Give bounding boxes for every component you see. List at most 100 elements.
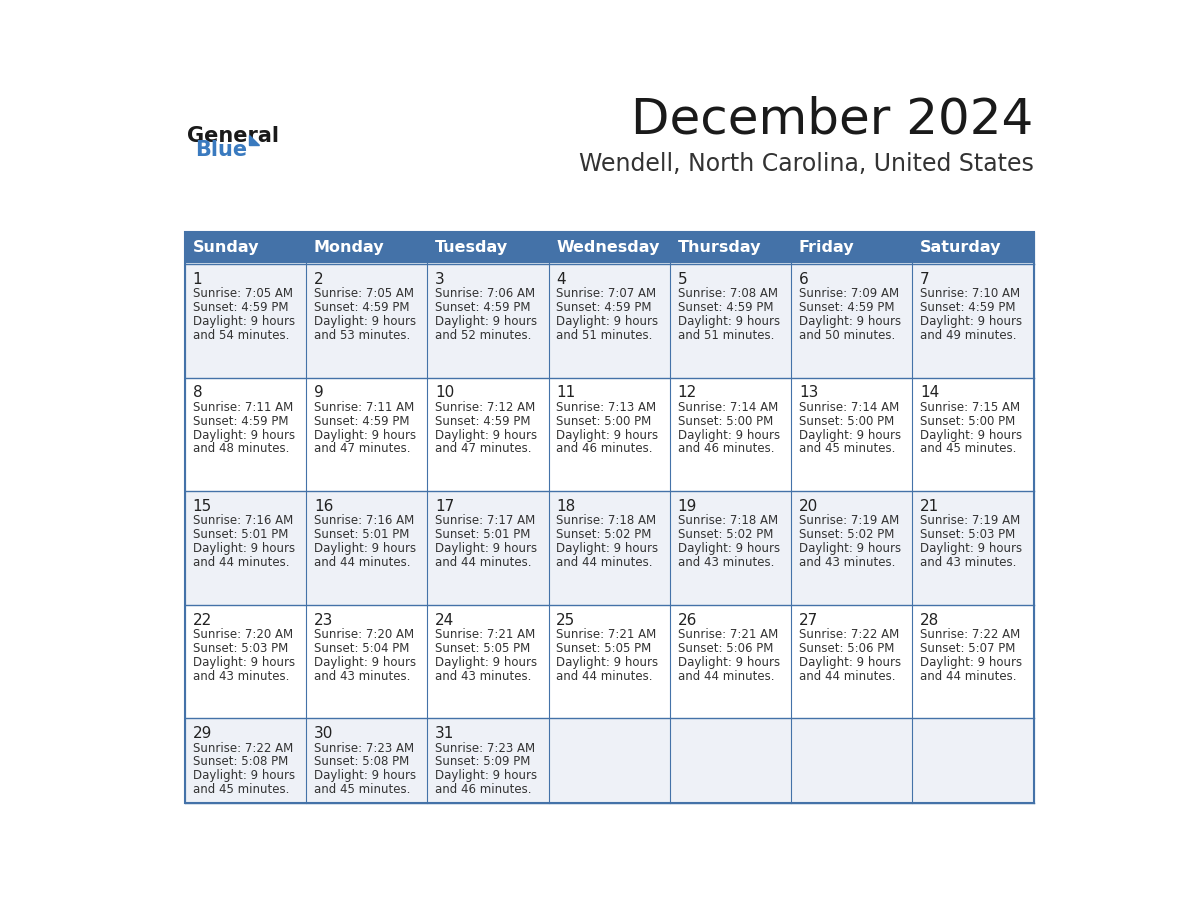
Text: Daylight: 9 hours: Daylight: 9 hours — [435, 315, 537, 328]
Text: Sunset: 4:59 PM: Sunset: 4:59 PM — [920, 301, 1016, 314]
Text: Sunset: 5:02 PM: Sunset: 5:02 PM — [798, 528, 895, 542]
Bar — [428, 377, 549, 491]
Text: 23: 23 — [314, 612, 334, 628]
Text: Daylight: 9 hours: Daylight: 9 hours — [677, 655, 779, 668]
Text: 31: 31 — [435, 726, 455, 741]
Bar — [791, 232, 912, 264]
Text: Sunrise: 7:18 AM: Sunrise: 7:18 AM — [677, 514, 778, 528]
Text: Sunset: 4:59 PM: Sunset: 4:59 PM — [677, 301, 773, 314]
Text: Sunset: 5:00 PM: Sunset: 5:00 PM — [798, 415, 895, 428]
Text: Sunset: 5:04 PM: Sunset: 5:04 PM — [314, 642, 410, 655]
Text: and 45 minutes.: and 45 minutes. — [192, 783, 289, 796]
Text: Sunrise: 7:13 AM: Sunrise: 7:13 AM — [556, 401, 657, 414]
Text: 21: 21 — [920, 499, 940, 514]
Text: Sunrise: 7:22 AM: Sunrise: 7:22 AM — [920, 628, 1020, 641]
Text: 18: 18 — [556, 499, 576, 514]
Bar — [549, 605, 670, 719]
Text: Sunrise: 7:08 AM: Sunrise: 7:08 AM — [677, 287, 778, 300]
Bar — [307, 377, 428, 491]
Text: Sunrise: 7:17 AM: Sunrise: 7:17 AM — [435, 514, 536, 528]
Bar — [185, 719, 307, 803]
Text: Sunrise: 7:14 AM: Sunrise: 7:14 AM — [798, 401, 899, 414]
Text: Sunset: 4:59 PM: Sunset: 4:59 PM — [798, 301, 895, 314]
Text: Daylight: 9 hours: Daylight: 9 hours — [435, 769, 537, 782]
Bar — [670, 605, 791, 719]
Text: Sunset: 5:06 PM: Sunset: 5:06 PM — [798, 642, 895, 655]
Text: Friday: Friday — [798, 241, 854, 255]
Text: and 53 minutes.: and 53 minutes. — [314, 329, 410, 341]
Text: Sunrise: 7:22 AM: Sunrise: 7:22 AM — [798, 628, 899, 641]
Text: Daylight: 9 hours: Daylight: 9 hours — [677, 543, 779, 555]
Text: 8: 8 — [192, 386, 202, 400]
Bar — [549, 719, 670, 803]
Text: Sunset: 5:05 PM: Sunset: 5:05 PM — [435, 642, 530, 655]
Text: Sunset: 4:59 PM: Sunset: 4:59 PM — [435, 415, 531, 428]
Bar — [912, 377, 1034, 491]
Text: and 46 minutes.: and 46 minutes. — [556, 442, 653, 455]
Text: Thursday: Thursday — [677, 241, 762, 255]
Bar — [791, 377, 912, 491]
Text: and 43 minutes.: and 43 minutes. — [435, 669, 531, 683]
Text: Daylight: 9 hours: Daylight: 9 hours — [920, 655, 1022, 668]
Text: Daylight: 9 hours: Daylight: 9 hours — [314, 429, 416, 442]
Text: Sunrise: 7:23 AM: Sunrise: 7:23 AM — [314, 742, 415, 755]
Text: Daylight: 9 hours: Daylight: 9 hours — [556, 655, 658, 668]
Text: 15: 15 — [192, 499, 211, 514]
Text: Sunrise: 7:21 AM: Sunrise: 7:21 AM — [556, 628, 657, 641]
Text: Daylight: 9 hours: Daylight: 9 hours — [920, 315, 1022, 328]
Text: Sunset: 5:02 PM: Sunset: 5:02 PM — [556, 528, 652, 542]
Text: Daylight: 9 hours: Daylight: 9 hours — [556, 543, 658, 555]
Text: and 44 minutes.: and 44 minutes. — [677, 669, 775, 683]
Text: 5: 5 — [677, 272, 687, 286]
Text: Daylight: 9 hours: Daylight: 9 hours — [798, 315, 901, 328]
Text: and 54 minutes.: and 54 minutes. — [192, 329, 289, 341]
Text: 13: 13 — [798, 386, 819, 400]
Bar — [428, 491, 549, 605]
Bar — [428, 719, 549, 803]
Text: Sunset: 5:01 PM: Sunset: 5:01 PM — [192, 528, 287, 542]
Bar — [307, 264, 428, 377]
Text: 26: 26 — [677, 612, 697, 628]
Text: Saturday: Saturday — [920, 241, 1001, 255]
Text: Sunset: 5:03 PM: Sunset: 5:03 PM — [920, 528, 1016, 542]
Text: and 45 minutes.: and 45 minutes. — [314, 783, 410, 796]
Text: Sunset: 5:08 PM: Sunset: 5:08 PM — [192, 756, 287, 768]
Text: and 44 minutes.: and 44 minutes. — [314, 556, 410, 569]
Text: Sunset: 5:00 PM: Sunset: 5:00 PM — [677, 415, 773, 428]
Text: 10: 10 — [435, 386, 454, 400]
Text: Daylight: 9 hours: Daylight: 9 hours — [798, 655, 901, 668]
Text: Sunset: 5:00 PM: Sunset: 5:00 PM — [920, 415, 1016, 428]
Bar — [791, 264, 912, 377]
Bar — [670, 232, 791, 264]
Text: Wendell, North Carolina, United States: Wendell, North Carolina, United States — [579, 152, 1034, 176]
Text: Daylight: 9 hours: Daylight: 9 hours — [192, 543, 295, 555]
Text: Sunrise: 7:06 AM: Sunrise: 7:06 AM — [435, 287, 536, 300]
Text: Daylight: 9 hours: Daylight: 9 hours — [314, 543, 416, 555]
Text: 14: 14 — [920, 386, 940, 400]
Text: Daylight: 9 hours: Daylight: 9 hours — [798, 429, 901, 442]
Bar — [912, 605, 1034, 719]
Text: and 43 minutes.: and 43 minutes. — [314, 669, 410, 683]
Polygon shape — [248, 135, 259, 145]
Text: Daylight: 9 hours: Daylight: 9 hours — [314, 655, 416, 668]
Text: Sunset: 4:59 PM: Sunset: 4:59 PM — [435, 301, 531, 314]
Bar — [185, 491, 307, 605]
Text: Sunset: 4:59 PM: Sunset: 4:59 PM — [314, 415, 410, 428]
Bar — [307, 719, 428, 803]
Text: Sunrise: 7:15 AM: Sunrise: 7:15 AM — [920, 401, 1020, 414]
Text: Sunset: 5:08 PM: Sunset: 5:08 PM — [314, 756, 409, 768]
Text: 20: 20 — [798, 499, 819, 514]
Bar — [912, 491, 1034, 605]
Bar — [307, 491, 428, 605]
Bar — [185, 377, 307, 491]
Text: and 44 minutes.: and 44 minutes. — [556, 556, 653, 569]
Bar — [670, 377, 791, 491]
Text: and 51 minutes.: and 51 minutes. — [556, 329, 652, 341]
Text: December 2024: December 2024 — [631, 95, 1034, 143]
Bar — [185, 264, 307, 377]
Bar — [670, 491, 791, 605]
Text: Sunrise: 7:18 AM: Sunrise: 7:18 AM — [556, 514, 657, 528]
Text: 22: 22 — [192, 612, 211, 628]
Text: 16: 16 — [314, 499, 334, 514]
Text: 25: 25 — [556, 612, 576, 628]
